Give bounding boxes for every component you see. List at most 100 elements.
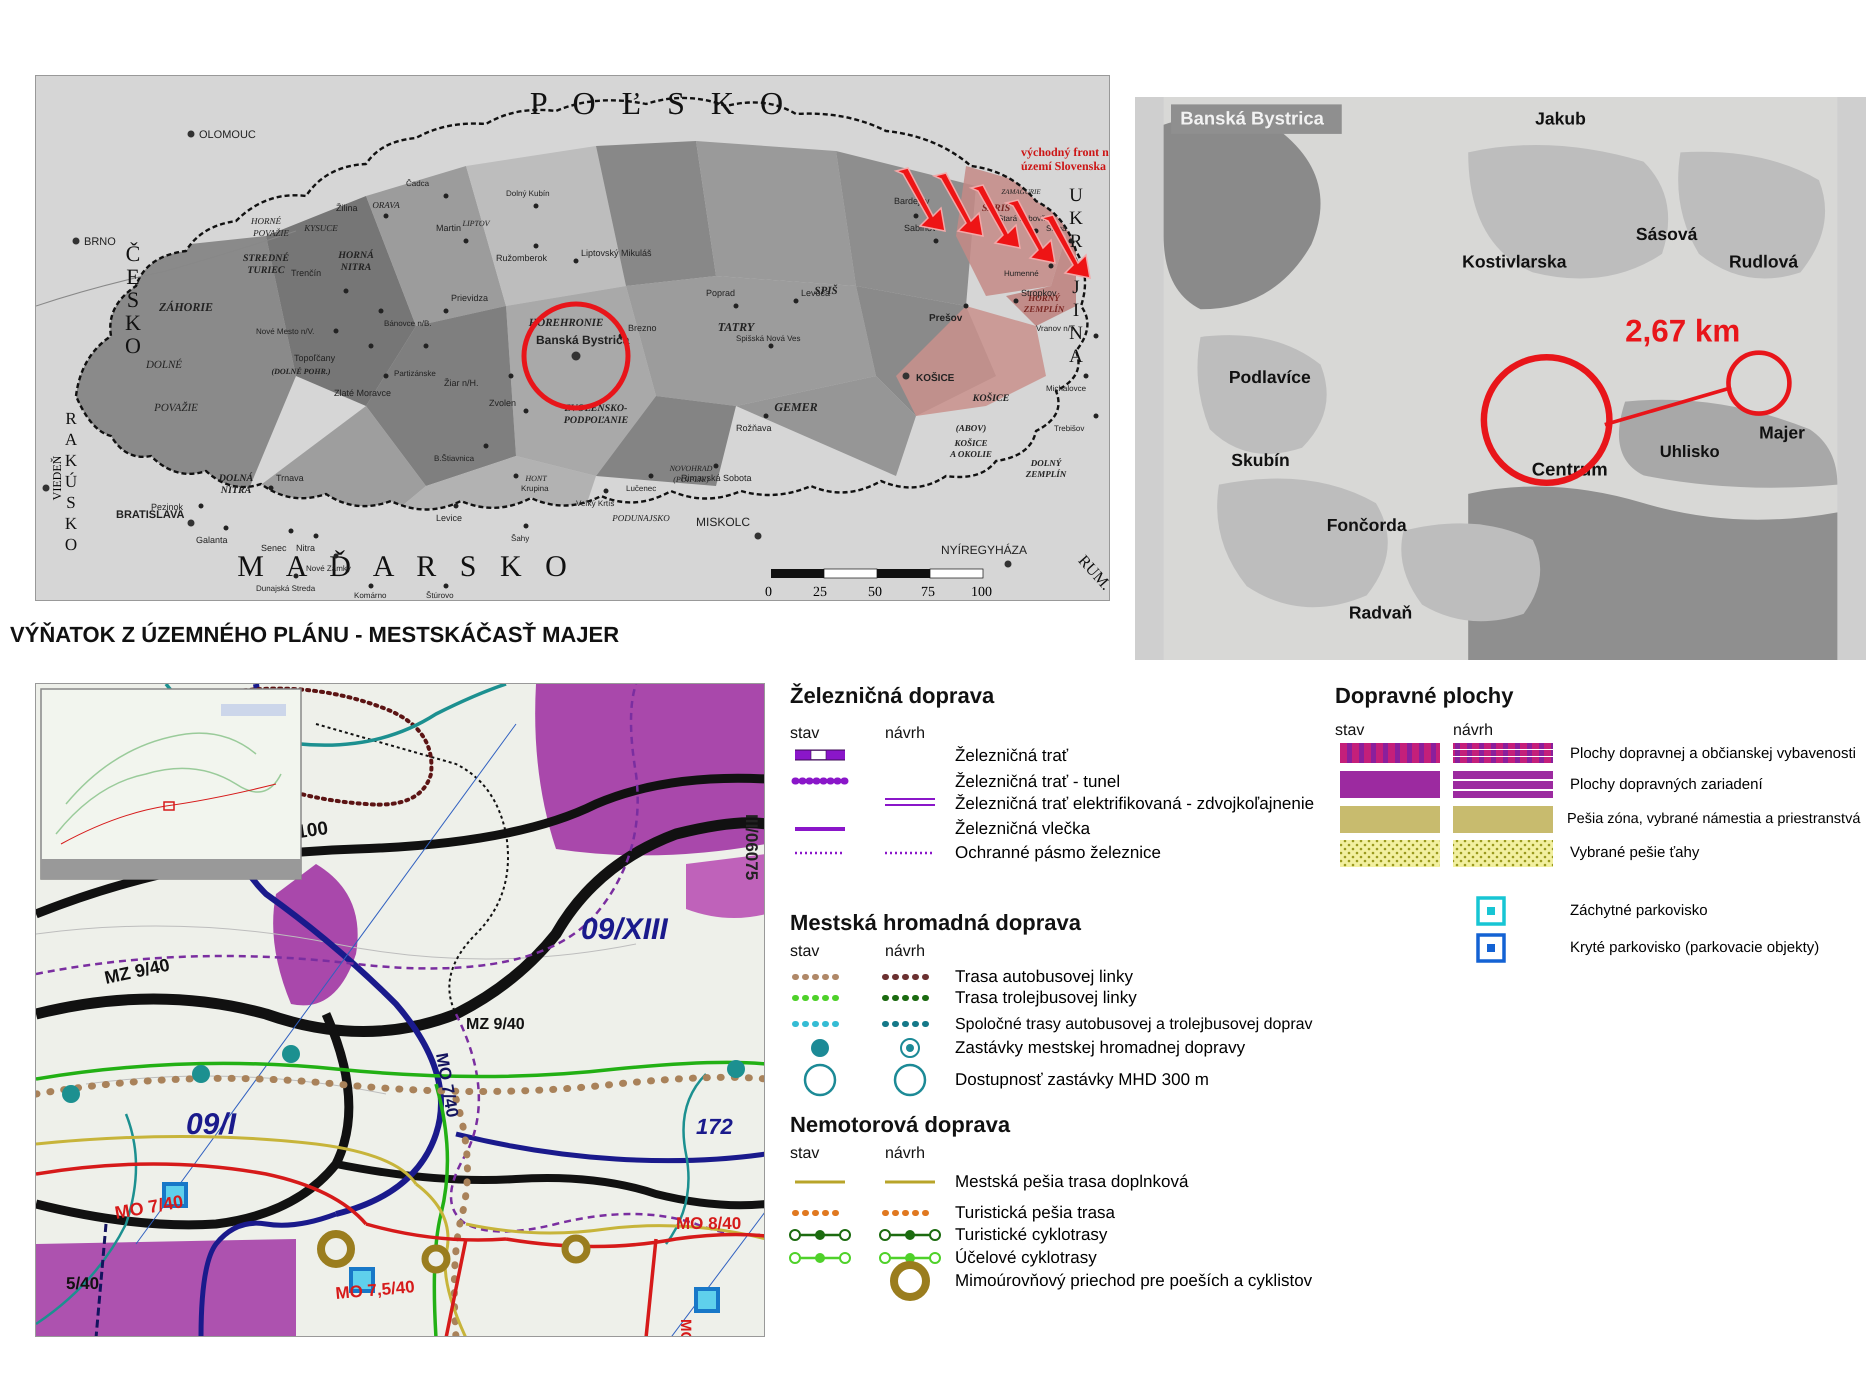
svg-text:Nové Zámky: Nové Zámky <box>306 564 351 573</box>
svg-text:Prešov: Prešov <box>929 313 963 324</box>
svg-text:Rimavská Sobota: Rimavská Sobota <box>681 473 752 483</box>
svg-text:ORAVA: ORAVA <box>372 200 400 210</box>
svg-text:R: R <box>65 409 77 428</box>
svg-text:BRNO: BRNO <box>84 236 116 248</box>
svg-text:Turistická pešia trasa: Turistická pešia trasa <box>955 1203 1116 1222</box>
svg-text:Ú: Ú <box>65 472 77 491</box>
svg-text:5/40: 5/40 <box>66 1274 99 1293</box>
svg-text:Liptovský Mikuláš: Liptovský Mikuláš <box>581 248 652 258</box>
svg-text:Rožňava: Rožňava <box>736 423 772 433</box>
svg-text:Žilina: Žilina <box>336 203 358 213</box>
svg-text:PODUNAJSKO: PODUNAJSKO <box>611 513 670 523</box>
svg-text:Lučenec: Lučenec <box>626 484 656 493</box>
svg-text:0: 0 <box>765 585 772 600</box>
svg-text:Kryté parkovisko (parkovacie o: Kryté parkovisko (parkovacie objekty) <box>1570 939 1819 956</box>
svg-text:KOŠICE: KOŠICE <box>916 372 955 384</box>
svg-text:NOVOHRAD: NOVOHRAD <box>669 464 713 473</box>
svg-text:P O Ľ S K O: P O Ľ S K O <box>530 85 792 121</box>
svg-text:S: S <box>127 287 139 312</box>
svg-text:K: K <box>65 514 78 533</box>
svg-text:Bánovce n/B.: Bánovce n/B. <box>384 319 432 328</box>
svg-text:09/XIII: 09/XIII <box>581 913 668 946</box>
svg-text:Uhlisko: Uhlisko <box>1660 442 1720 460</box>
svg-text:ZEMPLÍN: ZEMPLÍN <box>1025 469 1067 479</box>
svg-text:MZ 9/40: MZ 9/40 <box>466 1016 525 1033</box>
svg-text:Prievidza: Prievidza <box>451 293 488 303</box>
svg-text:Žiar n/H.: Žiar n/H. <box>444 378 479 388</box>
svg-text:Mimoúrovňový priechod pre poeš: Mimoúrovňový priechod pre poeších a cykl… <box>955 1271 1313 1290</box>
svg-text:Radvaň: Radvaň <box>1349 604 1412 623</box>
svg-text:I: I <box>1073 300 1079 321</box>
svg-text:Partizánske: Partizánske <box>394 369 436 378</box>
svg-text:HORNÉ: HORNÉ <box>250 216 281 226</box>
svg-text:Plochy dopravnej a občianskej: Plochy dopravnej a občianskej vybavenost… <box>1570 745 1856 762</box>
svg-text:S: S <box>66 493 75 512</box>
svg-text:Trebišov: Trebišov <box>1054 424 1084 433</box>
svg-text:III/06075: III/06075 <box>742 814 761 880</box>
svg-text:E: E <box>126 264 139 289</box>
svg-text:Nitra: Nitra <box>296 543 315 553</box>
svg-text:M A Ď A R S K O: M A Ď A R S K O <box>237 550 575 583</box>
svg-text:B.Štiavnica: B.Štiavnica <box>434 454 475 463</box>
svg-text:K: K <box>1069 208 1083 229</box>
svg-text:východný front na: východný front na <box>1021 145 1110 159</box>
svg-text:Trenčín: Trenčín <box>291 268 321 278</box>
svg-text:50: 50 <box>868 585 882 600</box>
svg-text:(ABOV): (ABOV) <box>956 423 987 433</box>
svg-text:ZEMPLÍN: ZEMPLÍN <box>1023 304 1065 314</box>
svg-text:Dunajská Streda: Dunajská Streda <box>256 584 316 593</box>
svg-text:POVAŽIE: POVAŽIE <box>153 401 198 414</box>
svg-text:Trasa autobusovej linky: Trasa autobusovej linky <box>955 967 1133 986</box>
svg-text:TURIEC: TURIEC <box>247 265 285 276</box>
svg-text:HONT: HONT <box>524 474 547 483</box>
svg-text:Spišská Nová Ves: Spišská Nová Ves <box>736 334 800 343</box>
svg-text:Komárno: Komárno <box>354 591 387 600</box>
svg-text:Pezinok: Pezinok <box>151 502 184 512</box>
svg-text:Veľký Krtíš: Veľký Krtíš <box>576 499 614 508</box>
svg-text:Banská Bystrica: Banská Bystrica <box>536 333 630 347</box>
svg-text:J: J <box>1072 277 1079 298</box>
svg-text:Krupina: Krupina <box>521 484 549 493</box>
svg-text:Č: Č <box>126 241 141 266</box>
svg-text:Senec: Senec <box>261 543 287 553</box>
svg-text:A OKOLIE: A OKOLIE <box>949 449 992 459</box>
svg-text:DOLNÝ: DOLNÝ <box>1030 458 1063 468</box>
svg-text:Humenné: Humenné <box>1004 269 1039 278</box>
svg-text:09/I: 09/I <box>186 1108 237 1141</box>
svg-text:KYSUCE: KYSUCE <box>303 223 338 233</box>
svg-text:MO 7,5/4: MO 7,5/4 <box>677 1319 694 1337</box>
svg-text:NITRA: NITRA <box>340 262 372 273</box>
svg-text:Martin: Martin <box>436 223 461 233</box>
svg-text:Železničná vlečka: Železničná vlečka <box>955 819 1091 838</box>
svg-text:Mestská pešia trasa doplnková: Mestská pešia trasa doplnková <box>955 1172 1189 1191</box>
svg-text:Železničná trať elektrifikovan: Železničná trať elektrifikovaná - zdvojk… <box>955 794 1314 813</box>
svg-text:Zastávky mestskej hromadnej do: Zastávky mestskej hromadnej dopravy <box>955 1038 1246 1057</box>
svg-text:Plochy dopravných zariadení: Plochy dopravných zariadení <box>1570 776 1763 793</box>
svg-text:KOŠICE: KOŠICE <box>953 438 987 448</box>
svg-text:K: K <box>125 310 141 335</box>
svg-text:Stropkov: Stropkov <box>1021 288 1057 298</box>
svg-text:Vranov n/T.: Vranov n/T. <box>1036 324 1076 333</box>
svg-text:POVAŽIE: POVAŽIE <box>252 228 289 238</box>
svg-text:TATRY: TATRY <box>718 320 756 334</box>
svg-text:Majer: Majer <box>1759 424 1805 443</box>
svg-text:MISKOLC: MISKOLC <box>696 515 750 529</box>
svg-text:OLOMOUC: OLOMOUC <box>199 129 256 141</box>
svg-text:GEMER: GEMER <box>774 400 817 414</box>
svg-text:Trasa trolejbusovej linky: Trasa trolejbusovej linky <box>955 988 1137 1007</box>
svg-text:Zvolen: Zvolen <box>489 398 516 408</box>
svg-text:Šahy: Šahy <box>511 534 529 543</box>
svg-text:Pešia zóna, vybrané námestia a: Pešia zóna, vybrané námestia a priestran… <box>1567 811 1861 827</box>
svg-text:LIPTOV: LIPTOV <box>462 219 491 228</box>
svg-text:NYÍREGYHÁZA: NYÍREGYHÁZA <box>941 543 1027 557</box>
svg-text:Účelové cyklotrasy: Účelové cyklotrasy <box>955 1248 1097 1267</box>
svg-text:Spoločné trasy autobusovej a t: Spoločné trasy autobusovej a trolejbusov… <box>955 1016 1313 1033</box>
svg-text:HORNÁ: HORNÁ <box>337 249 374 261</box>
svg-text:Turistické cyklotrasy: Turistické cyklotrasy <box>955 1225 1108 1244</box>
svg-text:VIEDEŇ: VIEDEŇ <box>50 455 64 500</box>
svg-text:Železničná trať - tunel: Železničná trať - tunel <box>955 772 1120 791</box>
svg-text:Galanta: Galanta <box>196 535 228 545</box>
svg-text:Štúrovo: Štúrovo <box>426 591 454 600</box>
svg-text:Nové Mesto n/V.: Nové Mesto n/V. <box>256 327 314 336</box>
svg-text:Levoča: Levoča <box>801 288 830 298</box>
